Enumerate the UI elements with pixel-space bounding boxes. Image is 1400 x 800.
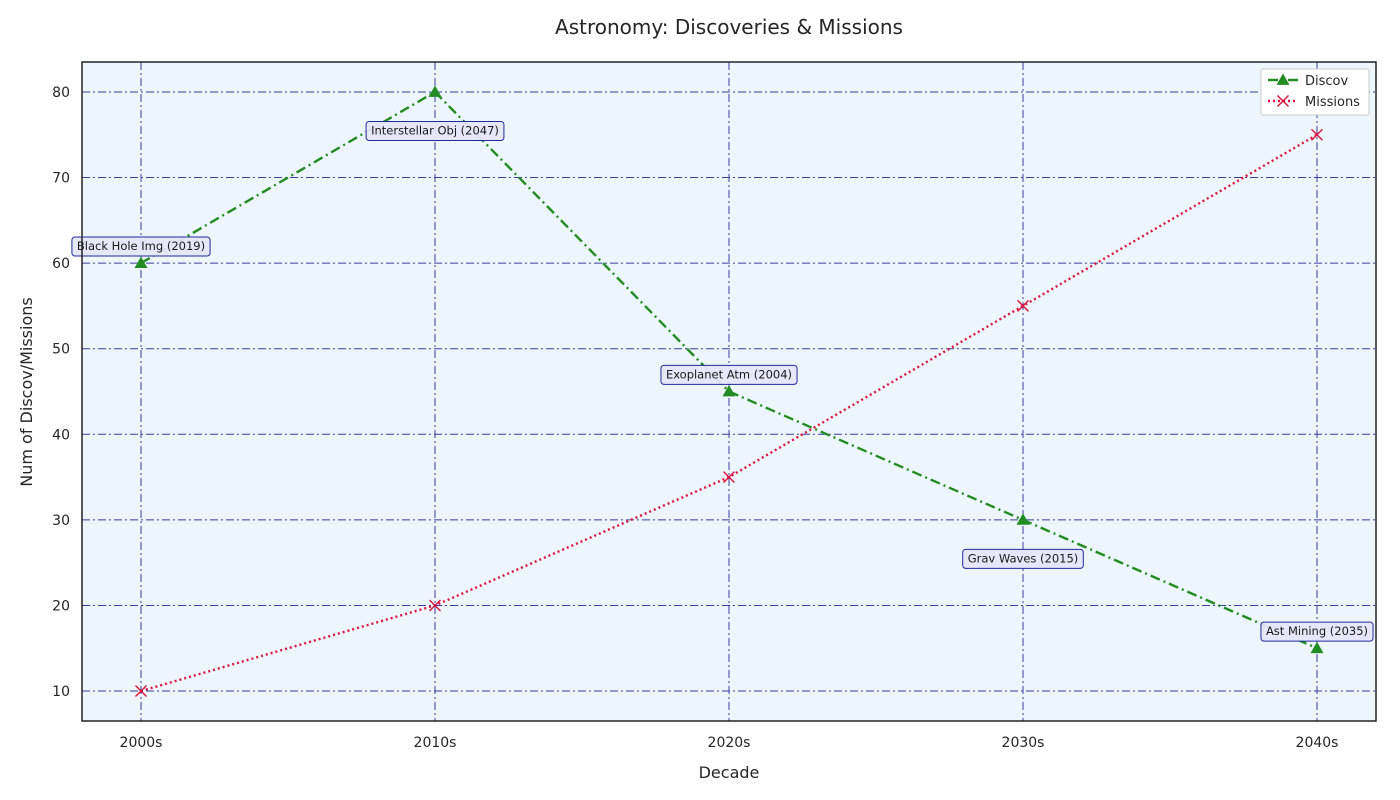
x-tick-label: 2010s (414, 735, 457, 751)
y-tick-label: 30 (52, 513, 70, 529)
annotation: Interstellar Obj (2047) (365, 120, 505, 141)
y-axis-label: Num of Discov/Missions (17, 297, 36, 486)
series-point-discov (722, 385, 736, 397)
y-tick-label: 80 (52, 85, 70, 101)
annotation: Exoplanet Atm (2004) (660, 364, 798, 385)
annotation-box (71, 236, 211, 257)
legend-label-missions: Missions (1305, 95, 1360, 110)
annotations: Black Hole Img (2019) Interstellar Obj (2… (71, 120, 1374, 642)
annotation-text: Interstellar Obj (2047) (371, 123, 499, 137)
x-axis-label: Decade (699, 763, 760, 782)
annotation: Grav Waves (2015) (962, 548, 1084, 569)
y-tick-label: 70 (52, 171, 70, 187)
series-point-discov (1276, 73, 1290, 85)
series-point-discov (1310, 641, 1324, 654)
y-tick-labels: 10 20 30 40 50 60 70 80 (52, 85, 70, 700)
series-point-missions (429, 599, 441, 612)
annotation-text: Black Hole Img (2019) (77, 239, 205, 253)
chart-title: Astronomy: Discoveries & Missions (555, 15, 903, 39)
series-point-missions (1017, 299, 1029, 312)
x-tick-label: 2040s (1296, 735, 1339, 751)
legend-item-missions: Missions (1268, 95, 1360, 110)
series-line-missions (140, 133, 1318, 693)
series-point-discov (1016, 513, 1030, 525)
x-tick-label: 2000s (120, 735, 163, 751)
annotation: Black Hole Img (2019) (71, 236, 211, 257)
series-point-missions (723, 471, 735, 484)
legend-item-discov: Discov (1268, 73, 1348, 89)
annotation: Ast Mining (2035) (1260, 621, 1374, 642)
y-tick-label: 10 (52, 684, 70, 700)
x-tick-labels: 2000s 2010s 2020s 2030s 2040s (120, 735, 1339, 751)
annotation-text: Ast Mining (2035) (1266, 624, 1368, 638)
series-point-discov (428, 85, 442, 97)
series-point-discov (134, 256, 148, 268)
x-tick-label: 2020s (708, 735, 751, 751)
legend-label-discov: Discov (1305, 74, 1348, 89)
annotation-text: Grav Waves (2015) (968, 551, 1079, 565)
legend: Discov Missions (1260, 68, 1370, 116)
y-tick-label: 60 (52, 256, 70, 272)
annotation-box (962, 548, 1084, 569)
annotation-text: Exoplanet Atm (2004) (666, 367, 792, 381)
y-tick-label: 50 (52, 342, 70, 358)
plot-frame (81, 61, 1377, 722)
series-line-discov (140, 90, 1318, 650)
y-tick-label: 40 (52, 427, 70, 443)
series-lines (134, 85, 1324, 698)
annotation-box (660, 364, 798, 385)
series-point-missions (1311, 128, 1323, 141)
series-point-missions (135, 685, 147, 698)
x-tick-label: 2030s (1002, 735, 1045, 751)
legend-marker-missions (1277, 95, 1289, 107)
y-tick-label: 20 (52, 598, 70, 614)
annotation-box (365, 120, 505, 141)
grid (82, 62, 1376, 721)
annotation-box (1260, 621, 1374, 642)
